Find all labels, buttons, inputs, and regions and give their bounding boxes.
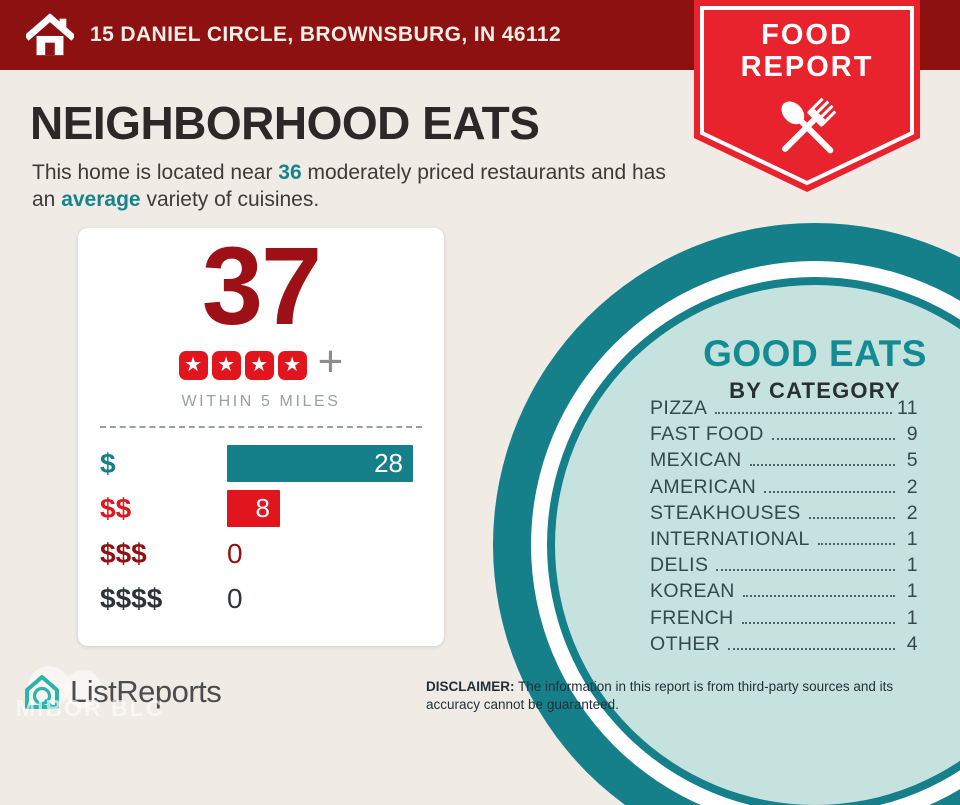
intro-part1: This home is located near bbox=[32, 161, 279, 184]
category-label: OTHER bbox=[650, 632, 721, 655]
plus-sign: + bbox=[317, 337, 344, 386]
star-icon: ★ bbox=[211, 350, 241, 380]
intro-text: This home is located near 36 moderately … bbox=[32, 160, 677, 213]
spoon-fork-icon bbox=[781, 97, 837, 154]
restaurant-count: 36 bbox=[278, 161, 302, 184]
good-eats-heading: GOOD EATS BY CATEGORY bbox=[555, 333, 960, 404]
price-tier-label: $ bbox=[100, 447, 116, 479]
listreports-wordmark: ListReports bbox=[70, 674, 222, 709]
dotted-leader bbox=[716, 569, 895, 572]
category-row: DELIS 1 bbox=[650, 554, 918, 580]
dotted-leader bbox=[764, 490, 895, 493]
mls-watermark: MIBOR BLC bbox=[16, 695, 165, 721]
price-tier-row: $$$ 0 bbox=[100, 535, 422, 572]
price-tier-chart: $28 $$ 8 $$$ 0 $$$$ 0 bbox=[100, 445, 422, 617]
category-row: KOREAN 1 bbox=[650, 580, 918, 606]
category-label: STEAKHOUSES bbox=[650, 501, 801, 524]
category-label: DELIS bbox=[650, 554, 709, 577]
category-value: 4 bbox=[906, 632, 918, 655]
radius-label: WITHIN 5 MILES bbox=[181, 393, 341, 410]
dotted-leader bbox=[728, 647, 895, 650]
price-tier-row: $$ 8 bbox=[100, 490, 422, 527]
category-label: INTERNATIONAL bbox=[650, 527, 810, 550]
category-value: 1 bbox=[906, 606, 918, 629]
dotted-leader bbox=[771, 438, 895, 441]
category-label: AMERICAN bbox=[650, 475, 757, 498]
category-row: AMERICAN 2 bbox=[650, 476, 918, 502]
ribbon-shape bbox=[694, 0, 920, 192]
category-label: FRENCH bbox=[650, 606, 734, 629]
category-list: PIZZA 11 FAST FOOD 9 MEXICAN 5 AMERICAN 2 STEAKH… bbox=[650, 397, 918, 659]
category-value: 11 bbox=[896, 397, 918, 419]
category-row: FAST FOOD 9 bbox=[650, 423, 918, 449]
dotted-leader bbox=[749, 464, 895, 467]
intro-part2: moderately priced restaurants and has an bbox=[32, 161, 666, 211]
ribbon-inner-border bbox=[700, 6, 914, 186]
category-row: MEXICAN 5 bbox=[650, 449, 918, 475]
dotted-leader bbox=[817, 542, 895, 545]
home-icon bbox=[26, 13, 74, 56]
category-label: MEXICAN bbox=[650, 449, 742, 472]
category-value: 2 bbox=[906, 475, 918, 498]
category-value: 2 bbox=[906, 501, 918, 524]
category-row: PIZZA 11 bbox=[650, 397, 918, 423]
summary-card: 37 ★ ★ ★ ★ + WITHIN 5 MILES $28 $$ 8 $$$ 0 $$$$ 0 bbox=[78, 228, 444, 646]
category-value: 1 bbox=[906, 527, 918, 550]
good-eats-circle bbox=[555, 285, 960, 805]
dotted-leader bbox=[808, 516, 895, 519]
property-address: 15 DANIEL CIRCLE, BROWNSBURG, IN 46112 bbox=[90, 23, 562, 46]
dashed-divider bbox=[100, 426, 422, 428]
watermark-circle bbox=[64, 670, 102, 708]
price-tier-row: $$$$ 0 bbox=[100, 580, 422, 617]
star-row: ★ ★ ★ ★ bbox=[178, 350, 307, 380]
star-icon: ★ bbox=[244, 350, 274, 380]
disclaimer: DISCLAIMER: The information in this repo… bbox=[426, 678, 940, 714]
price-tier-value: 0 bbox=[227, 538, 243, 569]
star-icon: ★ bbox=[178, 350, 208, 380]
dotted-leader bbox=[742, 595, 895, 598]
category-label: PIZZA bbox=[650, 397, 708, 419]
star-icon: ★ bbox=[277, 350, 307, 380]
category-row: STEAKHOUSES 2 bbox=[650, 502, 918, 528]
category-value: 9 bbox=[906, 423, 918, 446]
dotted-leader bbox=[715, 412, 892, 414]
price-tier-value: 0 bbox=[227, 583, 243, 614]
price-tier-bar: 28 bbox=[227, 445, 413, 482]
category-label: FAST FOOD bbox=[650, 423, 764, 446]
good-eats-title: GOOD EATS bbox=[703, 333, 927, 374]
price-tier-label: $$ bbox=[100, 492, 132, 524]
price-tier-label: $$$$ bbox=[100, 582, 163, 614]
ribbon-line1: FOOD bbox=[761, 19, 853, 51]
total-restaurants: 37 bbox=[201, 225, 322, 348]
category-value: 1 bbox=[906, 554, 918, 577]
category-label: KOREAN bbox=[650, 580, 735, 603]
listreports-logo: ListReports bbox=[20, 670, 222, 714]
price-tier-bar: 8 bbox=[227, 490, 280, 527]
category-row: FRENCH 1 bbox=[650, 607, 918, 633]
dotted-leader bbox=[741, 621, 895, 624]
listreports-house-icon bbox=[25, 675, 59, 709]
category-row: INTERNATIONAL 1 bbox=[650, 528, 918, 554]
food-report-ribbon: FOOD REPORT bbox=[694, 0, 920, 192]
disclaimer-text: The information in this report is from t… bbox=[426, 679, 894, 712]
disclaimer-label: DISCLAIMER: bbox=[426, 679, 515, 694]
intro-part3: variety of cuisines. bbox=[140, 187, 320, 211]
variety-highlight: average bbox=[61, 187, 141, 211]
rating-row: ★ ★ ★ ★ + bbox=[78, 340, 444, 384]
ribbon-line2: REPORT bbox=[741, 51, 874, 83]
category-value: 1 bbox=[906, 580, 918, 603]
price-tier-row: $28 bbox=[100, 445, 422, 482]
category-value: 5 bbox=[906, 449, 918, 472]
category-row: OTHER 4 bbox=[650, 633, 918, 659]
page-title: NEIGHBORHOOD EATS bbox=[30, 97, 540, 149]
price-tier-label: $$$ bbox=[100, 537, 147, 569]
good-eats-subtitle: BY CATEGORY bbox=[729, 378, 901, 403]
